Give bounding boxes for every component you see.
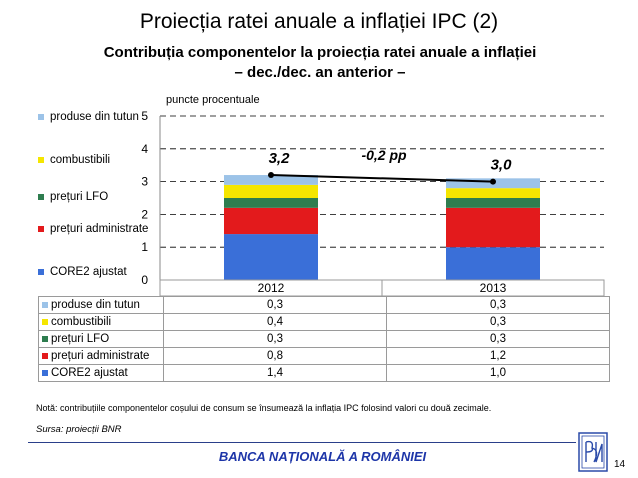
table-swatch xyxy=(42,352,48,359)
legend-label: prețuri administrate xyxy=(50,223,149,235)
table-row: produse din tutun 0,3 0,3 xyxy=(38,296,610,314)
y-tick-label: 3 xyxy=(141,175,148,189)
table-cell: 0,3 xyxy=(163,296,387,314)
chart-plot: 0 1 2 3 4 5 3,2 3,0 -0,2 pp 2012 2013 xyxy=(141,109,605,297)
bar-segment xyxy=(224,198,318,208)
table-swatch xyxy=(42,369,48,376)
table-swatch xyxy=(42,335,48,342)
bar-segment xyxy=(446,198,540,208)
legend-label: CORE2 ajustat xyxy=(50,266,127,278)
bar-segment xyxy=(224,184,318,198)
table-row-label-text: prețuri administrate xyxy=(51,350,150,362)
chart-title-line-1: Contribuția componentelor la proiecția r… xyxy=(103,44,537,61)
y-tick-label: 5 xyxy=(141,109,148,123)
bar-segment xyxy=(224,175,318,185)
table-cell: 1,2 xyxy=(386,347,610,365)
total-marker xyxy=(490,178,496,185)
table-row-label: prețuri LFO xyxy=(38,330,164,348)
table-row: prețuri administrate 0,8 1,2 xyxy=(38,347,610,365)
bar-segment xyxy=(224,234,318,280)
table-cell: 0,3 xyxy=(386,296,610,314)
bar-segment xyxy=(224,207,318,235)
table-row-label: combustibili xyxy=(38,313,164,331)
legend-label: prețuri LFO xyxy=(50,191,109,203)
table-swatch xyxy=(42,301,48,308)
table-row-label: produse din tutun xyxy=(38,296,164,314)
page-number: 14 xyxy=(614,459,626,470)
difference-annotation: -0,2 pp xyxy=(361,147,407,163)
table-row-label: prețuri administrate xyxy=(38,347,164,365)
y-axis-label: puncte procentuale xyxy=(166,94,260,106)
bnr-logo-icon xyxy=(578,432,608,472)
table-cell: 0,4 xyxy=(163,313,387,331)
y-tick-label: 2 xyxy=(141,207,148,221)
table-row: combustibili 0,4 0,3 xyxy=(38,313,610,331)
total-marker xyxy=(268,172,274,179)
table-cell: 0,3 xyxy=(386,330,610,348)
table-cell: 0,3 xyxy=(163,330,387,348)
table-cell: 0,3 xyxy=(386,313,610,331)
legend-swatch xyxy=(38,226,44,232)
bar-segment xyxy=(446,188,540,198)
footer-bank-name: BANCA NAȚIONALĂ A ROMÂNIEI xyxy=(218,449,427,464)
legend-combustibili: combustibili xyxy=(38,153,150,167)
legend-swatch xyxy=(38,114,44,120)
legend-core2-ajustat: CORE2 ajustat xyxy=(38,265,150,279)
table-row-label-text: prețuri LFO xyxy=(51,333,110,345)
footer-divider xyxy=(28,442,576,443)
table-cell: 0,8 xyxy=(163,347,387,365)
table-cell: 1,0 xyxy=(386,364,610,382)
y-tick-label: 4 xyxy=(141,142,148,156)
legend-swatch xyxy=(38,269,44,275)
data-table: produse din tutun 0,3 0,3 combustibili 0,4 0,… xyxy=(38,296,610,382)
legend-label: produse din tutun xyxy=(50,111,139,123)
legend-swatch xyxy=(38,157,44,163)
table-row-label-text: combustibili xyxy=(51,316,112,328)
bar-segment xyxy=(446,247,540,280)
source-text: Sursa: proiecții BNR xyxy=(36,424,122,435)
table-row-label-text: CORE2 ajustat xyxy=(51,367,128,379)
note-text: Notă: contribuțiile componentelor coșulu… xyxy=(36,403,492,413)
total-line xyxy=(270,174,494,183)
legend-produse-din-tutun: produse din tutun xyxy=(38,110,150,124)
bar-segment xyxy=(446,207,540,248)
table-row: CORE2 ajustat 1,4 1,0 xyxy=(38,364,610,382)
table-swatch xyxy=(42,318,48,325)
legend-preturi-administrate: prețuri administrate xyxy=(38,222,150,236)
total-data-label: 3,2 xyxy=(269,150,291,167)
table-row: prețuri LFO 0,3 0,3 xyxy=(38,330,610,348)
chart-title: Contribuția componentelor la proiecția r… xyxy=(40,43,600,83)
total-data-label: 3,0 xyxy=(491,157,513,174)
legend-swatch xyxy=(38,194,44,200)
slide-title: Proiecția ratei anuale a inflației IPC (… xyxy=(139,10,499,33)
table-row-label-text: produse din tutun xyxy=(51,299,140,311)
table-row-label: CORE2 ajustat xyxy=(38,364,164,382)
y-tick-label: 0 xyxy=(141,273,148,287)
x-tick-label: 2013 xyxy=(480,281,507,295)
legend-preturi-lfo: prețuri LFO xyxy=(38,190,150,204)
y-tick-label: 1 xyxy=(141,240,148,254)
x-tick-label: 2012 xyxy=(258,281,285,295)
table-cell: 1,4 xyxy=(163,364,387,382)
legend-label: combustibili xyxy=(50,154,111,166)
chart-title-line-2: – dec./dec. an anterior – xyxy=(234,64,406,81)
